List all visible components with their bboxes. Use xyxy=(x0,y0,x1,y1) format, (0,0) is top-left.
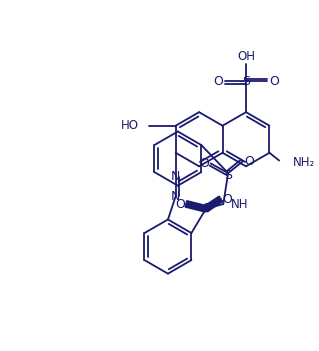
Text: N: N xyxy=(171,171,180,184)
Text: O: O xyxy=(244,155,254,168)
Text: N: N xyxy=(171,190,180,203)
Text: O: O xyxy=(199,157,209,170)
Text: NH: NH xyxy=(231,198,249,211)
Text: NH₂: NH₂ xyxy=(293,156,315,169)
Text: O: O xyxy=(213,75,223,88)
Text: O: O xyxy=(222,193,232,206)
Text: S: S xyxy=(242,75,250,88)
Text: S: S xyxy=(202,203,210,216)
Text: O: O xyxy=(269,75,279,88)
Text: HO: HO xyxy=(121,119,139,132)
Text: OH: OH xyxy=(237,49,255,62)
Text: O: O xyxy=(175,198,185,211)
Text: S: S xyxy=(224,168,232,181)
